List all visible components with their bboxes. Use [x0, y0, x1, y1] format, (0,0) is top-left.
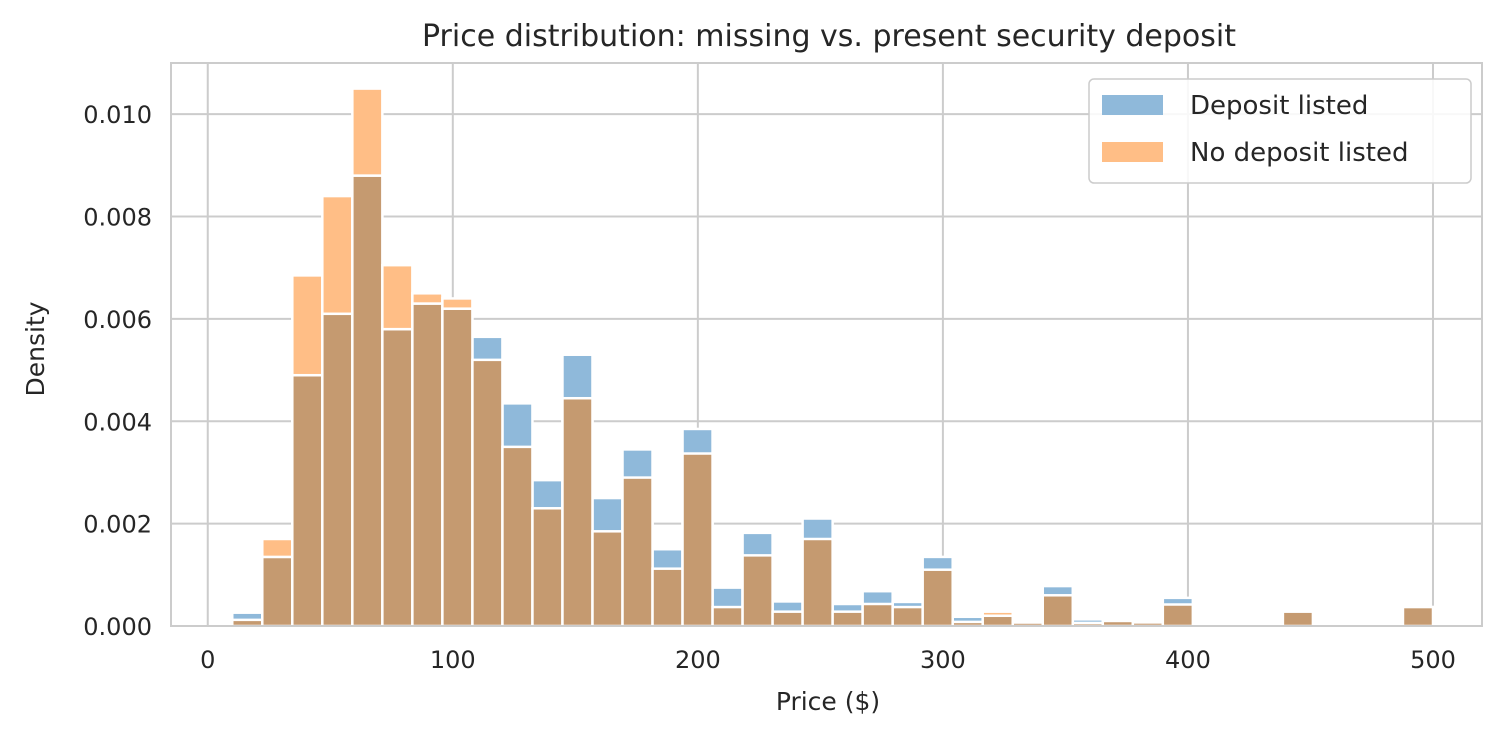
- overlap-bar: [981, 614, 1014, 628]
- no-deposit-listed-bar: [351, 87, 384, 177]
- overlap-bar: [1281, 610, 1315, 628]
- x-tick-label: 400: [1165, 646, 1211, 674]
- overlap-bar: [921, 568, 954, 628]
- overlap-bar: [381, 327, 414, 628]
- no-deposit-listed-bar: [411, 292, 444, 305]
- legend-label-no-deposit-listed: No deposit listed: [1190, 138, 1408, 168]
- no-deposit-listed-bar: [1011, 620, 1045, 624]
- overlap-bar: [471, 358, 504, 628]
- overlap-bar: [411, 302, 444, 628]
- overlap-bar: [291, 373, 324, 628]
- y-axis-label: Density: [21, 301, 50, 396]
- legend-label-deposit-listed: Deposit listed: [1190, 91, 1368, 121]
- overlap-bar: [891, 605, 924, 628]
- x-tick-label: 0: [200, 646, 215, 674]
- overlap-bar: [561, 396, 594, 628]
- legend-swatch-no-deposit-listed: [1102, 142, 1163, 162]
- overlap-bar: [711, 605, 744, 628]
- overlap-bar: [651, 567, 684, 628]
- overlap-bar: [1401, 605, 1435, 628]
- overlap-bar: [831, 610, 864, 628]
- y-tick-label: 0.010: [83, 101, 152, 129]
- no-deposit-listed-bar: [291, 274, 324, 377]
- overlap-bar: [261, 555, 294, 628]
- plot-frame: [170, 62, 1483, 627]
- no-deposit-listed-bar: [981, 610, 1014, 618]
- x-tick-label: 500: [1410, 646, 1456, 674]
- overlap-bar: [771, 610, 804, 628]
- y-tick-label: 0.004: [83, 408, 152, 436]
- overlap-bar: [501, 445, 534, 628]
- overlap-bar: [321, 312, 354, 628]
- y-tick-label: 0.002: [83, 511, 152, 539]
- overlap-bar: [1161, 603, 1195, 628]
- overlap-bar: [591, 530, 624, 628]
- overlap-bar: [1041, 594, 1075, 628]
- no-deposit-listed-bar: [321, 194, 354, 316]
- series-no-deposit-listed: [231, 87, 1435, 628]
- y-tick-label: 0.006: [83, 306, 152, 334]
- x-tick-label: 100: [430, 646, 476, 674]
- overlap-bar: [681, 452, 714, 628]
- x-tick-label: 200: [675, 646, 721, 674]
- no-deposit-listed-bar: [381, 263, 414, 331]
- overlap-bar: [441, 307, 474, 628]
- legend-swatch-deposit-listed: [1102, 95, 1163, 115]
- y-tick-labels: 0.000 0.002 0.004 0.006 0.008 0.010: [83, 101, 152, 641]
- overlap-bar: [801, 537, 834, 628]
- overlap-bar: [351, 174, 384, 628]
- legend-box: [1088, 78, 1472, 184]
- no-deposit-listed-bar: [1101, 619, 1135, 623]
- x-axis-label: Price ($): [776, 687, 880, 716]
- legend[interactable]: Deposit listed No deposit listed: [1088, 78, 1472, 184]
- x-tick-labels: 0 100 200 300 400 500: [200, 646, 1456, 674]
- no-deposit-listed-bar: [261, 537, 294, 559]
- no-deposit-listed-bar: [441, 297, 474, 310]
- y-tick-label: 0.008: [83, 204, 152, 232]
- overlap-bar: [861, 602, 894, 628]
- overlap-bar: [531, 507, 564, 628]
- x-tick-label: 300: [920, 646, 966, 674]
- y-tick-label: 0.000: [83, 613, 152, 641]
- overlap-bar: [741, 554, 774, 628]
- overlap-bar: [621, 476, 654, 628]
- chart-title: Price distribution: missing vs. present …: [422, 19, 1236, 54]
